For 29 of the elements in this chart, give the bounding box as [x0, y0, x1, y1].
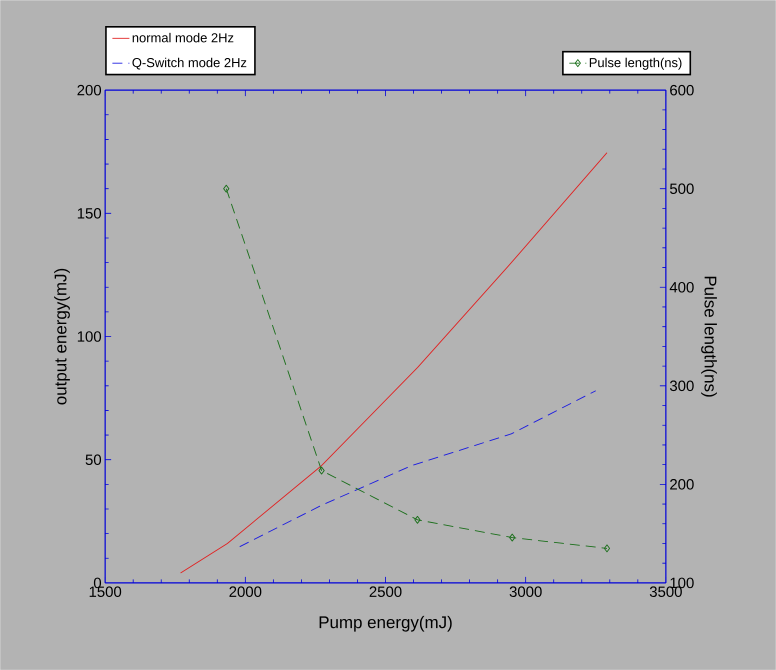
y2-tick-label: 300 — [670, 380, 694, 392]
x-tick-label: 3500 — [650, 586, 682, 597]
point — [318, 466, 325, 474]
point — [414, 516, 421, 524]
y2-tick-label: 600 — [670, 84, 694, 96]
y2-tick-label: 100 — [670, 578, 694, 588]
x-axis-title: Pump energy(mJ) — [320, 616, 452, 632]
legend-label: Pulse length(ns) — [590, 58, 682, 70]
line-series — [180, 152, 608, 574]
y2-tick-label: 400 — [670, 282, 694, 293]
point — [509, 534, 516, 542]
x-tick-label: 1500 — [90, 586, 122, 597]
y-tick-label: 200 — [77, 84, 102, 96]
y-axis-title: output energy(mJ) — [54, 268, 70, 404]
y2-tick-label: 500 — [670, 183, 694, 194]
legend-label: normal mode 2Hz — [132, 32, 234, 42]
y2-axis-title: Pulse length(ns) — [701, 276, 717, 397]
y-tick-label: 150 — [78, 208, 102, 219]
y2-tick-label: 200 — [670, 479, 694, 490]
y-tick-label: 100 — [78, 331, 102, 342]
legend-label: Q-Switch mode 2Hz — [132, 58, 246, 70]
x-tick-label: 2000 — [229, 586, 262, 597]
point — [223, 184, 230, 193]
line-series — [239, 390, 596, 548]
y-tick-label: 50 — [86, 454, 102, 465]
x-tick-label: 3000 — [510, 586, 542, 597]
x-tick-label: 2500 — [370, 586, 402, 597]
point — [604, 544, 610, 552]
y-tick-label: 0 — [94, 578, 102, 588]
